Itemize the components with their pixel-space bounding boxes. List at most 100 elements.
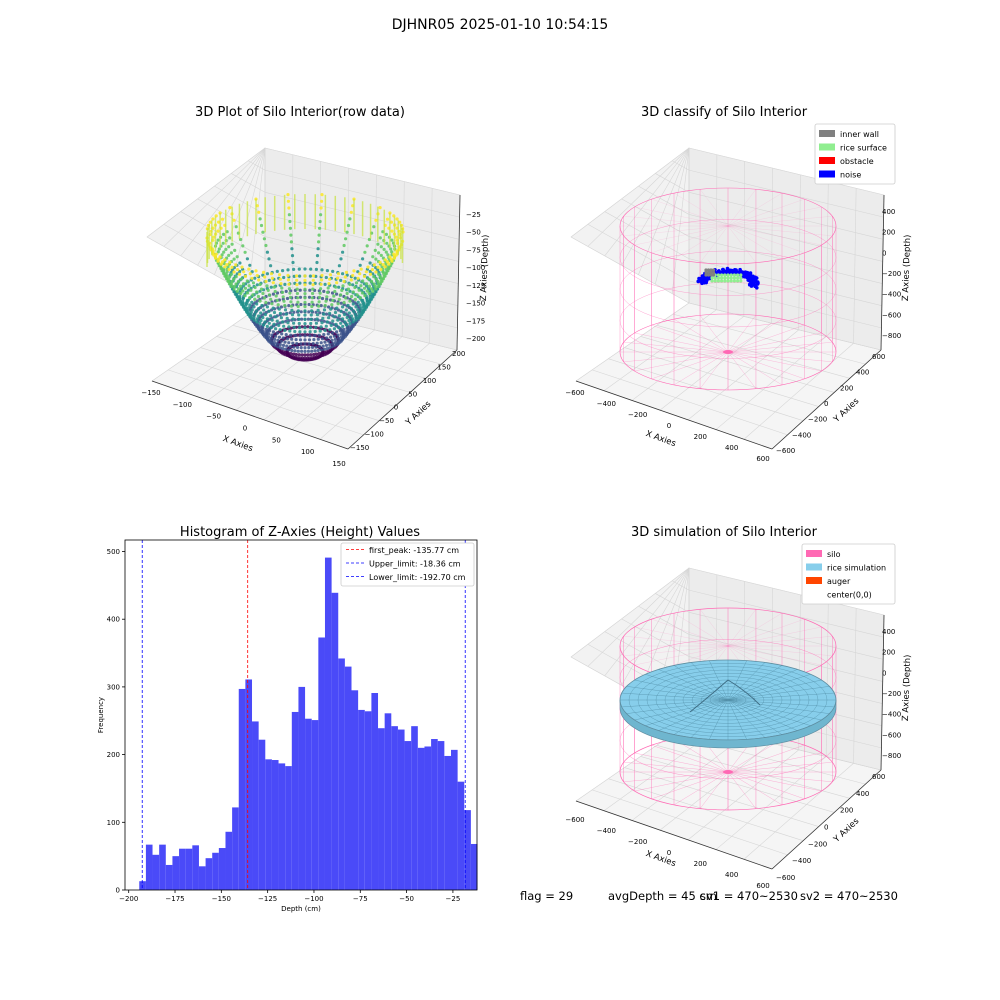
data-point [220, 260, 225, 264]
data-point [358, 303, 362, 307]
data-point [282, 299, 286, 303]
data-point [307, 346, 311, 350]
data-point [389, 247, 393, 251]
data-point [285, 296, 290, 301]
data-point [267, 332, 271, 336]
rice-mesh-spoke [690, 699, 729, 738]
data-point [255, 317, 259, 321]
data-point [311, 342, 315, 346]
data-point [222, 232, 226, 236]
grid-line [231, 173, 266, 193]
y-tick-label: −50 [379, 417, 394, 425]
silo-spoke [727, 351, 805, 380]
grid-line [688, 147, 885, 196]
grid-line [798, 174, 801, 330]
data-point [286, 321, 290, 325]
data-point [240, 265, 244, 269]
data-point [217, 247, 221, 251]
data-point [345, 329, 349, 333]
data-point [317, 233, 321, 237]
data-point [361, 279, 365, 283]
y-axis-label: Y Axies [403, 399, 433, 428]
data-point [347, 311, 351, 315]
data-point [243, 250, 247, 254]
data-point [395, 217, 399, 221]
rice-surface-point [716, 276, 721, 280]
data-point [372, 225, 376, 229]
data-point [271, 306, 275, 310]
y-tick-label: 200 [107, 751, 120, 759]
data-point [289, 333, 293, 337]
x-tick-label: −175 [165, 895, 184, 903]
legend-box [801, 543, 896, 605]
histogram-bar [464, 810, 471, 890]
x-tick-label: −200 [119, 895, 138, 903]
y-tick-label: −600 [776, 874, 795, 882]
data-point [351, 302, 355, 306]
grid-line [688, 567, 885, 616]
data-point [290, 348, 294, 353]
y-axis-line [347, 349, 458, 450]
rice-mesh-spoke [727, 660, 747, 701]
data-point [323, 328, 327, 332]
data-point [300, 353, 304, 357]
data-point [315, 341, 319, 345]
y-tick-label: 150 [437, 363, 450, 371]
rice-mesh-spoke [645, 699, 729, 726]
data-point [241, 289, 245, 293]
data-point [288, 291, 292, 295]
z-axis-line [880, 194, 885, 351]
data-point [325, 295, 329, 299]
rice-mesh-spoke [626, 686, 729, 701]
data-point [357, 288, 361, 292]
data-point [359, 311, 363, 316]
silo-spoke [727, 318, 783, 353]
data-point [258, 321, 262, 326]
data-point [297, 321, 301, 326]
data-point [241, 299, 245, 303]
data-point [367, 291, 371, 296]
data-point [232, 257, 236, 261]
data-point [279, 339, 283, 343]
data-point [314, 267, 318, 271]
data-point [371, 289, 375, 293]
data-point [223, 258, 227, 262]
y-tick-label: 400 [107, 616, 120, 624]
data-point [228, 236, 232, 240]
data-point [250, 308, 254, 312]
histogram-bar [159, 844, 166, 890]
data-point [359, 284, 363, 288]
histogram-bar [384, 713, 392, 890]
data-point [243, 286, 248, 290]
y-tick-label: −100 [365, 431, 384, 439]
data-point [218, 255, 222, 259]
data-point [277, 307, 281, 311]
data-point [283, 282, 287, 286]
data-point [333, 341, 337, 345]
y-tick-label: −150 [350, 444, 369, 452]
silo-spoke [634, 752, 729, 773]
data-point [351, 283, 355, 287]
data-point [214, 252, 218, 256]
data-point [307, 302, 311, 307]
data-point [330, 345, 334, 349]
data-point [230, 265, 234, 269]
data-point [284, 312, 288, 316]
data-point [241, 296, 245, 300]
y-tick-label: −400 [792, 431, 811, 439]
data-point [235, 294, 239, 299]
data-point [377, 251, 381, 255]
data-point [342, 331, 346, 335]
grid-line [688, 258, 882, 307]
histogram-bar [338, 658, 345, 890]
silo-spoke [727, 771, 783, 806]
data-point [239, 284, 243, 288]
data-point [313, 329, 317, 334]
y-tick-label: 400 [856, 369, 869, 377]
data-point [271, 330, 275, 334]
x-axis-label: X Axies [644, 429, 677, 449]
data-point [318, 329, 322, 333]
grid-line [621, 567, 690, 686]
silo-spoke [727, 225, 822, 246]
histogram-bar [152, 854, 160, 890]
